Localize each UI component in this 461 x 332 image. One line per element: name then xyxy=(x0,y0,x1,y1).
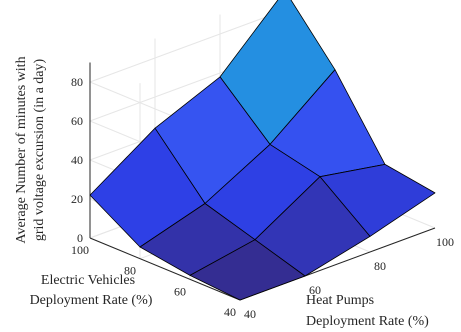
x-axis-label: Deployment Rate (%) xyxy=(306,314,429,329)
y-tick-label: 80 xyxy=(124,264,136,278)
z-axis-label: grid voltage excursion (in a day) xyxy=(32,58,47,241)
y-tick-label: 40 xyxy=(224,305,236,319)
x-tick-label: 60 xyxy=(309,283,321,297)
y-tick-label: 100 xyxy=(71,243,89,257)
y-axis-line xyxy=(89,237,241,301)
z-tick-label: 20 xyxy=(71,192,83,206)
z-axis-label: Average Number of minutes with xyxy=(14,56,29,243)
grid-line xyxy=(89,9,286,83)
z-tick-label: 40 xyxy=(71,153,83,167)
surface-mesh xyxy=(89,0,436,301)
axis-labels: Heat Pumps Deployment Rate (%) Electric Ve… xyxy=(14,56,429,329)
z-tick-label: 0 xyxy=(77,231,83,245)
y-tick-label: 60 xyxy=(174,284,186,298)
x-tick-label: 40 xyxy=(244,307,256,321)
z-tick-label: 80 xyxy=(71,75,83,89)
y-axis-label: Electric Vehicles xyxy=(41,273,135,288)
z-tick-label: 60 xyxy=(71,114,83,128)
surface-patch xyxy=(189,239,306,301)
y-axis-label: Deployment Rate (%) xyxy=(30,293,153,308)
x-axis-label: Heat Pumps xyxy=(306,293,374,308)
x-tick-label: 80 xyxy=(374,259,386,273)
x-tick-label: 100 xyxy=(436,235,454,249)
